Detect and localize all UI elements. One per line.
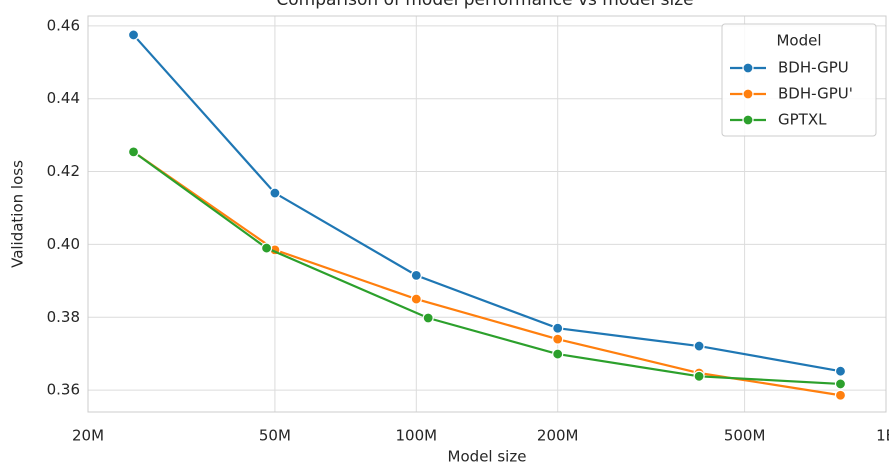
data-point [834,378,847,390]
legend-marker [742,114,754,126]
y-tick-label: 0.38 [47,308,80,326]
x-tick-label: 100M [396,427,438,445]
y-tick-label: 0.44 [47,89,80,107]
data-point [552,348,564,360]
legend-title: Model [776,32,821,50]
data-point [410,269,422,281]
y-axis-label: Validation loss [9,160,27,268]
y-tick-label: 0.40 [47,235,80,253]
x-tick-label: 50M [259,427,291,445]
series-line [132,34,841,373]
data-point [127,29,140,41]
chart-title: Comparison of model performance vs model… [276,0,693,10]
y-tick-label: 0.46 [47,16,80,34]
legend-marker [742,88,754,100]
data-point [422,312,434,324]
legend-marker [742,62,754,74]
data-point [127,146,140,158]
legend: Model BDH-GPU BDH-GPU' GPTXL [721,23,877,137]
legend-box [721,23,877,137]
data-point [693,340,705,352]
x-axis-label: Model size [448,448,527,466]
legend-label: BDH-GPU' [778,85,853,103]
data-point [260,242,273,254]
y-tick-label: 0.36 [47,381,80,399]
x-tick-label: 500M [724,427,766,445]
legend-label: BDH-GPU [778,59,849,77]
legend-label: GPTXL [778,111,827,129]
data-point [269,187,281,199]
data-point [552,322,564,334]
series-line [132,150,841,397]
data-point [834,389,847,401]
series-line [132,150,841,386]
x-tick-label: 200M [537,427,579,445]
x-tick-label: 1B [876,427,889,445]
data-point [410,293,422,305]
y-tick-label: 0.42 [47,162,80,180]
plot-frame [87,15,887,413]
data-point [552,333,564,345]
data-point [834,365,847,377]
x-tick-label: 20M [72,427,104,445]
data-point [693,370,705,382]
